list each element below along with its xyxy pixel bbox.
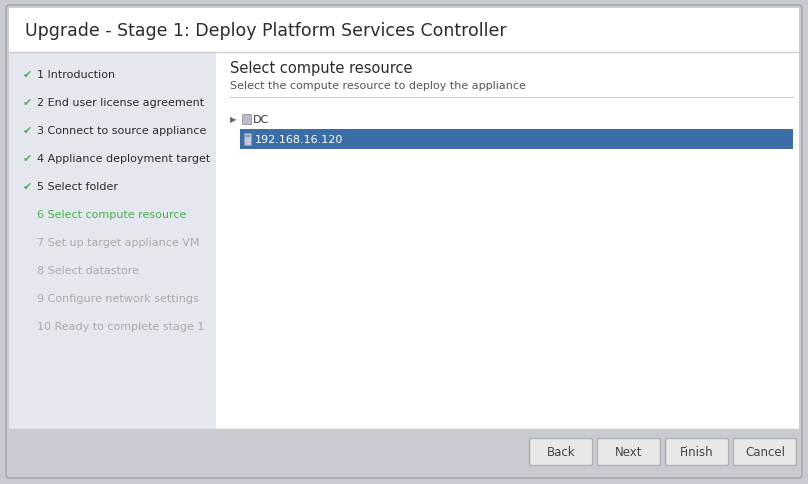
Bar xyxy=(9,9,799,53)
Bar xyxy=(9,429,799,475)
Text: 8 Select datastore: 8 Select datastore xyxy=(37,265,139,275)
Text: Finish: Finish xyxy=(680,446,713,458)
Bar xyxy=(242,115,251,125)
Bar xyxy=(244,134,251,146)
Text: Select compute resource: Select compute resource xyxy=(230,61,413,76)
FancyBboxPatch shape xyxy=(597,439,660,466)
Text: Upgrade - Stage 1: Deploy Platform Services Controller: Upgrade - Stage 1: Deploy Platform Servi… xyxy=(25,22,507,40)
Bar xyxy=(216,53,799,429)
Text: DC: DC xyxy=(253,115,269,125)
Text: ✔: ✔ xyxy=(23,70,32,80)
Text: 6 Select compute resource: 6 Select compute resource xyxy=(37,210,187,220)
Text: 192.168.16.120: 192.168.16.120 xyxy=(255,135,343,145)
Text: ✔: ✔ xyxy=(23,126,32,136)
FancyBboxPatch shape xyxy=(734,439,797,466)
Text: ✔: ✔ xyxy=(23,98,32,108)
Bar xyxy=(245,136,250,138)
Text: 2 End user license agreement: 2 End user license agreement xyxy=(37,98,204,108)
Bar xyxy=(9,53,216,429)
FancyBboxPatch shape xyxy=(529,439,592,466)
Text: 10 Ready to complete stage 1: 10 Ready to complete stage 1 xyxy=(37,321,204,332)
Text: Back: Back xyxy=(547,446,575,458)
FancyBboxPatch shape xyxy=(6,6,802,478)
Text: 5 Select folder: 5 Select folder xyxy=(37,182,118,192)
Text: ✔: ✔ xyxy=(23,154,32,164)
Bar xyxy=(240,130,793,150)
Text: ✔: ✔ xyxy=(23,182,32,192)
Text: Select the compute resource to deploy the appliance: Select the compute resource to deploy th… xyxy=(230,81,526,91)
Text: 7 Set up target appliance VM: 7 Set up target appliance VM xyxy=(37,238,200,247)
Text: Next: Next xyxy=(615,446,642,458)
FancyBboxPatch shape xyxy=(666,439,729,466)
Text: 9 Configure network settings: 9 Configure network settings xyxy=(37,293,199,303)
Text: 4 Appliance deployment target: 4 Appliance deployment target xyxy=(37,154,210,164)
Text: 1 Introduction: 1 Introduction xyxy=(37,70,115,80)
Text: 3 Connect to source appliance: 3 Connect to source appliance xyxy=(37,126,206,136)
Text: Cancel: Cancel xyxy=(745,446,785,458)
Text: ▶: ▶ xyxy=(230,115,237,124)
